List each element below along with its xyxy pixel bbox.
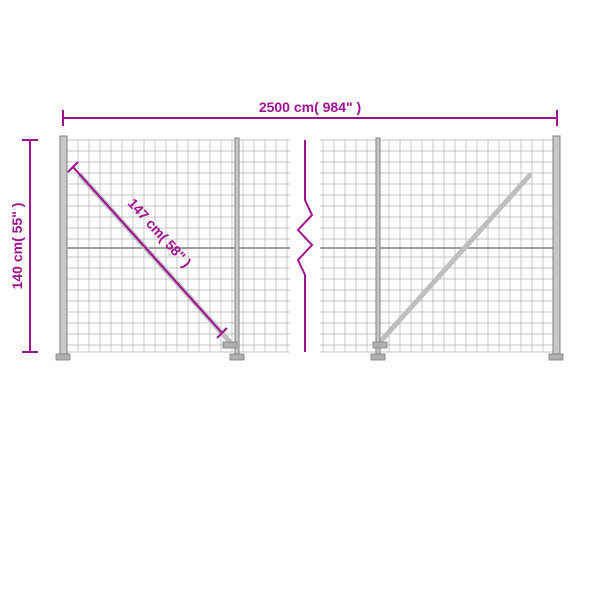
foot xyxy=(56,354,70,360)
diagram-container: 2500 cm( 984" ) 140 cm( 55" ) xyxy=(0,0,600,600)
right-fence-panel xyxy=(320,140,553,352)
width-dimension: 2500 cm( 984" ) xyxy=(63,99,557,126)
outer-left-post xyxy=(60,136,67,354)
inner-right-post xyxy=(376,138,380,354)
foot xyxy=(371,354,385,360)
inner-left-post xyxy=(235,138,239,354)
brace-foot xyxy=(373,342,387,348)
foot xyxy=(230,354,244,360)
height-label: 140 cm( 55" ) xyxy=(9,203,25,290)
outer-right-post xyxy=(553,136,560,354)
width-label: 2500 cm( 984" ) xyxy=(259,99,361,115)
height-dimension: 140 cm( 55" ) xyxy=(9,140,38,352)
break-symbol xyxy=(298,140,312,352)
diagonal-dimension: 147 cm( 58" ) xyxy=(68,162,227,338)
diagram-svg: 2500 cm( 984" ) 140 cm( 55" ) xyxy=(0,0,600,600)
brace-foot xyxy=(223,342,237,348)
foot xyxy=(549,354,563,360)
